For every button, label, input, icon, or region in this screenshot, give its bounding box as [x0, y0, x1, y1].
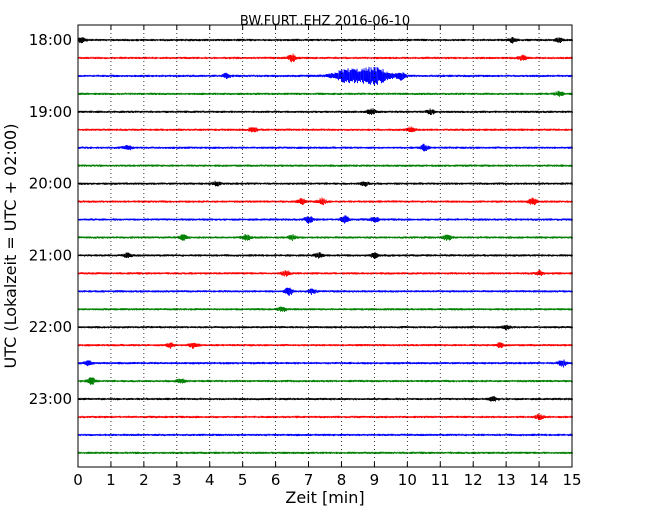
x-tick-label: 4: [205, 471, 215, 489]
x-tick-label: 14: [530, 471, 549, 489]
y-tick-label: 18:00: [29, 31, 72, 49]
seismogram-trace: [77, 215, 573, 224]
x-tick-label: 2: [139, 471, 149, 489]
seismogram-trace: [77, 90, 573, 97]
y-tick-label: 21:00: [29, 246, 72, 264]
seismogram-trace: [77, 197, 573, 206]
seismogram-trace: [77, 342, 573, 349]
x-tick-label: 1: [106, 471, 116, 489]
seismogram-trace: [77, 108, 573, 116]
seismogram-trace: [77, 433, 573, 437]
seismogram-trace: [77, 251, 573, 259]
seismogram-trace: [77, 324, 573, 331]
y-axis-label: UTC (Lokalzeit = UTC + 02:00): [1, 124, 20, 369]
chart-title: BW.FURT..EHZ 2016-06-10: [240, 14, 410, 29]
x-tick-label: 5: [238, 471, 248, 489]
y-tick-label: 20:00: [29, 175, 72, 193]
plot-frame: [77, 24, 573, 468]
seismogram-trace: [77, 451, 573, 455]
x-tick-label: 6: [271, 471, 281, 489]
x-tick-label: 0: [73, 471, 83, 489]
seismogram-trace: [77, 53, 573, 63]
seismogram-traces: [77, 36, 573, 455]
seismogram-trace: [77, 36, 573, 44]
seismogram-trace: [77, 306, 573, 313]
x-axis-ticks: 0 1 2 3 4 5 6 7 8 9 10 11 12 13 14 15: [73, 25, 582, 489]
y-tick-label: 22:00: [29, 318, 72, 336]
x-tick-label: 11: [431, 471, 450, 489]
y-axis-ticks: 18:00 19:00 20:00 21:00 22:00 23:00: [29, 31, 572, 408]
seismogram-trace: [77, 126, 573, 133]
seismogram-trace: [77, 413, 573, 421]
x-tick-label: 7: [304, 471, 314, 489]
x-tick-label: 13: [497, 471, 516, 489]
x-tick-label: 15: [562, 471, 581, 489]
x-tick-label: 3: [172, 471, 182, 489]
seismogram-trace: [77, 269, 573, 277]
seismogram-trace: [77, 66, 573, 86]
y-tick-label: 19:00: [29, 103, 72, 121]
seismogram-trace: [77, 377, 573, 385]
x-tick-label: 12: [464, 471, 483, 489]
x-axis-label: Zeit [min]: [285, 488, 364, 507]
x-tick-label: 10: [398, 471, 417, 489]
seismogram-trace: [77, 143, 573, 152]
y-tick-label: 23:00: [29, 390, 72, 408]
seismogram-trace: [77, 395, 573, 402]
seismogram-trace: [77, 359, 573, 368]
seismogram-trace: [77, 287, 573, 296]
vertical-gridlines: [110, 25, 540, 467]
x-tick-label: 8: [337, 471, 347, 489]
x-tick-label: 9: [370, 471, 380, 489]
seismogram-trace: [77, 233, 573, 242]
seismogram-trace: [77, 180, 573, 187]
seismogram-trace: [77, 164, 573, 167]
